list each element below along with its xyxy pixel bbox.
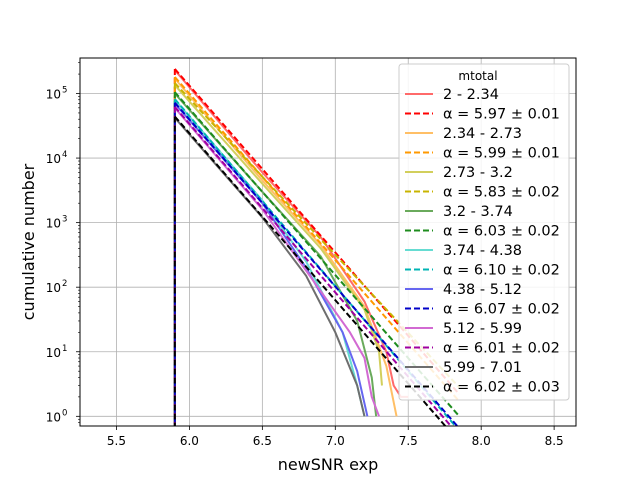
legend-entry: α = 6.03 ± 0.02 bbox=[443, 224, 560, 240]
y-tick-label: 10 bbox=[46, 152, 61, 166]
y-tick-exponent: 3 bbox=[62, 215, 67, 225]
legend-entry: 2.34 - 2.73 bbox=[443, 126, 522, 142]
legend-entry: α = 5.83 ± 0.02 bbox=[443, 185, 560, 201]
legend: mtotal 2 - 2.34 α = 5.97 ± 0.01 2.34 - 2.73… bbox=[398, 63, 570, 401]
y-tick-label: 10 bbox=[46, 346, 61, 360]
x-tick-label: 6.0 bbox=[180, 434, 199, 448]
legend-entry: α = 6.10 ± 0.02 bbox=[443, 263, 560, 279]
y-tick-exponent: 5 bbox=[62, 86, 67, 96]
y-tick-exponent: 2 bbox=[62, 279, 67, 289]
legend-entry: α = 6.02 ± 0.03 bbox=[443, 380, 560, 396]
legend-entry: 5.99 - 7.01 bbox=[443, 360, 522, 376]
x-tick-label: 8.0 bbox=[472, 434, 491, 448]
y-tick-label: 10 bbox=[46, 410, 61, 424]
legend-entry: 2 - 2.34 bbox=[443, 87, 499, 103]
y-tick-label: 10 bbox=[46, 88, 61, 102]
y-tick-label: 10 bbox=[46, 281, 61, 295]
legend-entry: 5.12 - 5.99 bbox=[443, 321, 522, 337]
y-tick-exponent: 4 bbox=[62, 150, 67, 160]
legend-box bbox=[398, 63, 570, 401]
x-tick-label: 7.5 bbox=[399, 434, 418, 448]
legend-title: mtotal bbox=[458, 69, 497, 83]
legend-entry: α = 6.07 ± 0.02 bbox=[443, 302, 560, 318]
x-tick-label: 8.5 bbox=[545, 434, 564, 448]
x-tick-label: 5.5 bbox=[107, 434, 126, 448]
x-axis-label: newSNR exp bbox=[278, 455, 379, 474]
legend-entry: 3.2 - 3.74 bbox=[443, 204, 513, 220]
legend-entry: α = 5.97 ± 0.01 bbox=[443, 107, 560, 123]
x-tick-label: 7.0 bbox=[326, 434, 345, 448]
y-tick-exponent: 1 bbox=[62, 344, 67, 354]
y-tick-label: 10 bbox=[46, 217, 61, 231]
series-line bbox=[174, 77, 398, 417]
legend-entry: 3.74 - 4.38 bbox=[443, 243, 522, 259]
y-tick-exponent: 0 bbox=[62, 408, 67, 418]
legend-entry: α = 5.99 ± 0.01 bbox=[443, 146, 560, 162]
series-line bbox=[174, 84, 383, 386]
series-line bbox=[174, 107, 380, 417]
legend-entry: 4.38 - 5.12 bbox=[443, 282, 522, 298]
legend-entry: α = 6.01 ± 0.02 bbox=[443, 341, 560, 357]
y-axis-label: cumulative number bbox=[19, 163, 38, 320]
x-tick-label: 6.5 bbox=[253, 434, 272, 448]
legend-entry: 2.73 - 3.2 bbox=[443, 165, 513, 181]
